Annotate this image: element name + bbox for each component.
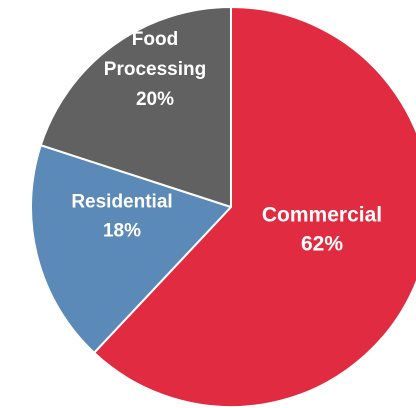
pie-label-line: Food <box>132 29 178 50</box>
pie-label-line: Commercial <box>262 204 382 227</box>
pie-label-food-processing: Food Processing 20% <box>104 29 206 110</box>
pie-label-residential: Residential 18% <box>71 192 172 242</box>
pie-slices <box>30 6 416 408</box>
pie-label-line: Processing <box>104 59 206 80</box>
pie-label-line: 62% <box>301 233 343 256</box>
pie-label-line: 20% <box>136 89 174 110</box>
pie-slice-commercial <box>93 6 416 408</box>
pie-labels: Commercial 62% Residential 18% Food Processin… <box>71 29 382 256</box>
pie-slice-residential <box>30 144 232 354</box>
pie-slice-food-processing <box>39 6 232 208</box>
pie-label-commercial: Commercial 62% <box>262 204 382 256</box>
pie-label-line: 18% <box>103 221 141 242</box>
pie-label-line: Residential <box>71 192 172 213</box>
